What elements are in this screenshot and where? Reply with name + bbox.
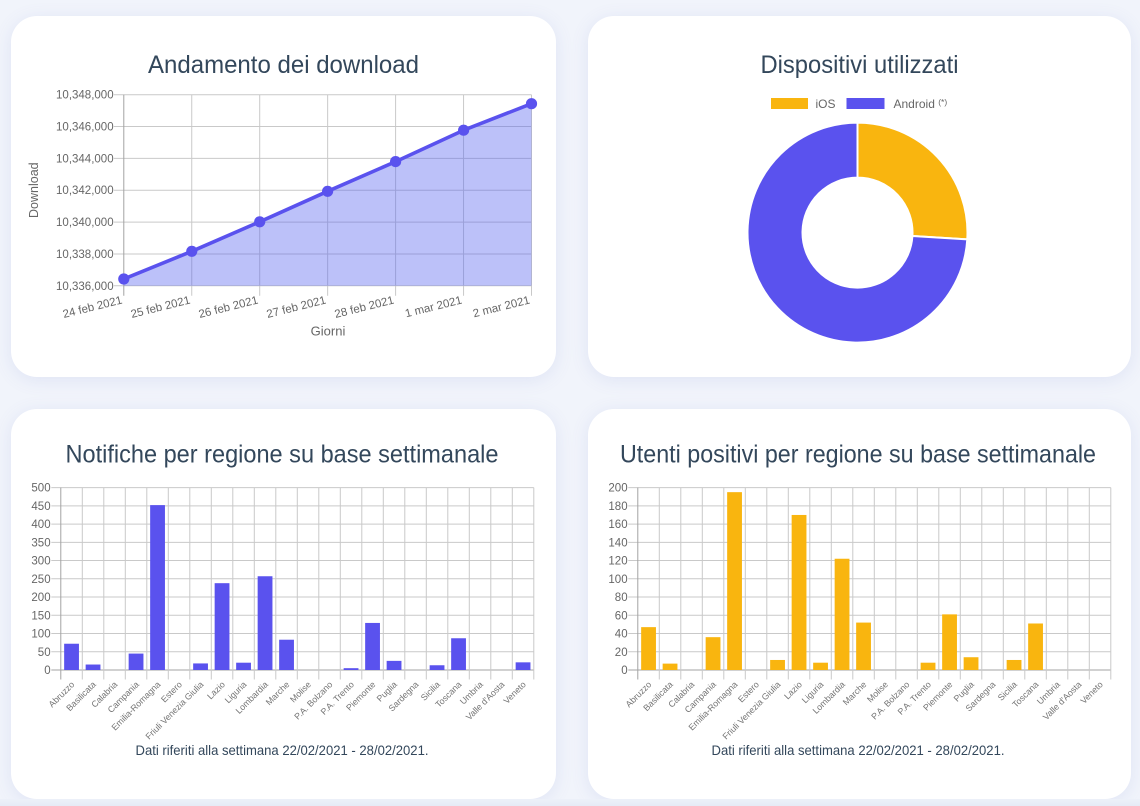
svg-text:Dati riferiti alla settimana 2: Dati riferiti alla settimana 22/02/2021 … — [136, 742, 429, 758]
svg-text:Download: Download — [27, 162, 41, 218]
svg-text:26 feb 2021: 26 feb 2021 — [198, 295, 260, 321]
svg-text:450: 450 — [31, 501, 50, 513]
svg-text:Dati riferiti alla settimana 2: Dati riferiti alla settimana 22/02/2021 … — [712, 742, 1005, 758]
svg-text:180: 180 — [608, 501, 627, 513]
svg-text:Veneto: Veneto — [1078, 679, 1105, 706]
svg-text:Andamento dei download: Andamento dei download — [148, 51, 419, 79]
svg-text:Veneto: Veneto — [501, 679, 528, 706]
svg-text:Notifiche per regione su base: Notifiche per regione su base settimanal… — [66, 441, 499, 469]
svg-text:300: 300 — [31, 556, 50, 568]
svg-text:150: 150 — [31, 610, 50, 622]
svg-text:2 mar 2021: 2 mar 2021 — [472, 295, 531, 321]
svg-text:10,338,000: 10,338,000 — [56, 249, 114, 261]
svg-text:25 feb 2021: 25 feb 2021 — [130, 295, 192, 321]
svg-text:500: 500 — [31, 483, 50, 495]
svg-text:140: 140 — [608, 537, 627, 549]
svg-text:iOS: iOS — [816, 97, 836, 111]
svg-text:10,344,000: 10,344,000 — [56, 153, 114, 165]
svg-text:Utenti positivi per regione su: Utenti positivi per regione su base sett… — [620, 441, 1096, 469]
svg-text:0: 0 — [44, 665, 50, 677]
svg-text:10,346,000: 10,346,000 — [56, 122, 114, 134]
svg-text:400: 400 — [31, 519, 50, 531]
svg-text:Marche: Marche — [841, 679, 869, 707]
svg-text:20: 20 — [615, 647, 628, 659]
svg-text:Android (*): Android (*) — [894, 97, 948, 111]
svg-text:100: 100 — [31, 629, 50, 641]
svg-text:120: 120 — [608, 556, 627, 568]
svg-text:10,342,000: 10,342,000 — [56, 185, 114, 197]
svg-text:Dispositivi utilizzati: Dispositivi utilizzati — [761, 51, 959, 79]
svg-text:160: 160 — [608, 519, 627, 531]
svg-text:200: 200 — [31, 592, 50, 604]
svg-text:1 mar 2021: 1 mar 2021 — [404, 295, 463, 321]
svg-text:28 feb 2021: 28 feb 2021 — [333, 295, 395, 321]
svg-text:80: 80 — [615, 592, 628, 604]
svg-text:10,336,000: 10,336,000 — [56, 281, 114, 293]
svg-text:24 feb 2021: 24 feb 2021 — [62, 295, 124, 321]
svg-text:350: 350 — [31, 537, 50, 549]
svg-text:Giorni: Giorni — [311, 324, 346, 339]
svg-text:0: 0 — [621, 665, 627, 677]
svg-text:27 feb 2021: 27 feb 2021 — [265, 295, 327, 321]
svg-text:40: 40 — [615, 629, 628, 641]
svg-text:Marche: Marche — [264, 679, 292, 707]
svg-text:250: 250 — [31, 574, 50, 586]
svg-text:10,340,000: 10,340,000 — [56, 217, 114, 229]
svg-text:100: 100 — [608, 574, 627, 586]
svg-text:60: 60 — [615, 610, 628, 622]
svg-text:200: 200 — [608, 483, 627, 495]
svg-text:10,348,000: 10,348,000 — [56, 90, 114, 102]
svg-text:50: 50 — [38, 647, 51, 659]
